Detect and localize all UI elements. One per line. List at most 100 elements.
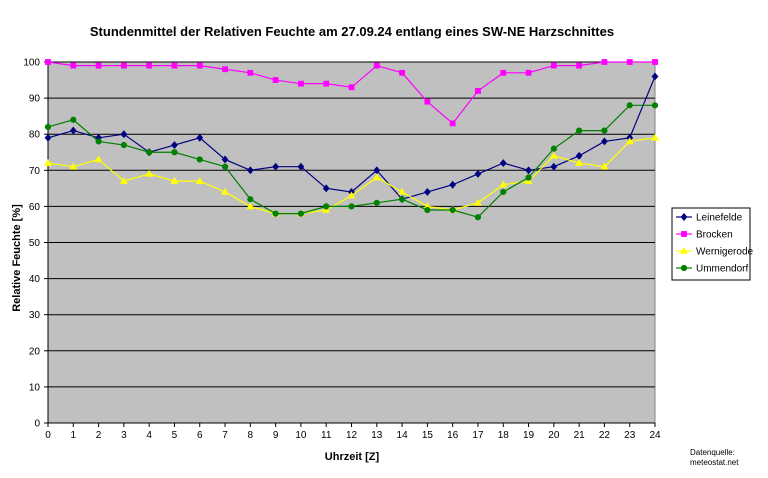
- x-tick-label: 15: [422, 430, 434, 441]
- data-point-wernigerode: [246, 202, 255, 210]
- data-point-ummendorf: [44, 123, 52, 131]
- y-tick-label: 30: [29, 310, 41, 321]
- data-point-wernigerode: [650, 133, 660, 141]
- data-point-ummendorf: [601, 127, 608, 134]
- legend-label: Ummendorf: [696, 264, 748, 275]
- data-point-brocken: [475, 87, 481, 94]
- y-tick-label: 60: [29, 202, 41, 213]
- series-ummendorf: [44, 102, 659, 221]
- data-point-ummendorf: [70, 116, 77, 123]
- data-point-brocken: [272, 77, 279, 83]
- legend-item-leinefelde: Leinefelde: [676, 213, 743, 224]
- data-point-leinefelde: [196, 133, 204, 142]
- legend-label: Leinefelde: [696, 213, 743, 224]
- data-point-wernigerode: [322, 205, 331, 213]
- x-tick-label: 24: [649, 430, 661, 441]
- y-axis-label: Relative Feuchte [%]: [11, 204, 23, 312]
- data-point-wernigerode: [347, 191, 356, 199]
- data-point-leinefelde: [221, 155, 229, 164]
- x-tick-label: 19: [523, 430, 535, 441]
- data-point-ummendorf: [449, 206, 456, 214]
- x-tick-label: 3: [121, 430, 127, 441]
- data-point-leinefelde: [322, 184, 330, 193]
- x-tick-label: 6: [197, 430, 203, 441]
- data-point-leinefelde: [474, 169, 482, 178]
- data-point-ummendorf: [373, 199, 380, 206]
- data-point-brocken: [298, 80, 304, 87]
- data-point-brocken: [95, 62, 102, 69]
- data-point-leinefelde: [499, 159, 507, 168]
- data-point-wernigerode: [398, 187, 407, 195]
- data-point-brocken: [576, 62, 583, 69]
- y-tick-label: 10: [29, 382, 41, 393]
- series-layer: [43, 59, 660, 221]
- x-tick-label: 9: [273, 430, 279, 441]
- data-point-ummendorf: [272, 210, 279, 217]
- y-tick-label: 40: [29, 274, 41, 285]
- x-tick-label: 7: [222, 430, 228, 441]
- data-point-wernigerode: [549, 151, 558, 159]
- data-point-ummendorf: [398, 196, 406, 203]
- data-point-brocken: [146, 62, 153, 69]
- data-point-ummendorf: [525, 174, 532, 181]
- data-point-ummendorf: [196, 156, 203, 163]
- x-tick-label: 4: [146, 430, 152, 441]
- series-brocken: [45, 59, 658, 127]
- data-point-ummendorf: [323, 203, 330, 210]
- data-point-brocken: [550, 62, 557, 69]
- data-point-wernigerode: [43, 158, 53, 166]
- data-point-leinefelde: [449, 180, 457, 189]
- data-point-brocken: [373, 62, 380, 69]
- data-point-leinefelde: [120, 130, 128, 139]
- data-point-leinefelde: [44, 133, 52, 142]
- x-tick-label: 1: [71, 430, 77, 441]
- data-point-brocken: [601, 59, 608, 65]
- x-tick-label: 12: [346, 430, 358, 441]
- data-point-leinefelde: [246, 166, 254, 175]
- data-point-ummendorf: [651, 102, 659, 109]
- x-tick-label: 16: [447, 430, 459, 441]
- data-point-ummendorf: [247, 196, 254, 203]
- data-point-ummendorf: [474, 214, 482, 221]
- y-tick-label: 20: [29, 346, 41, 357]
- data-point-ummendorf: [500, 188, 507, 196]
- data-point-ummendorf: [297, 210, 305, 217]
- data-point-brocken: [247, 69, 254, 76]
- x-tick-label: 2: [96, 430, 102, 441]
- data-point-ummendorf: [221, 163, 229, 170]
- data-point-ummendorf: [550, 145, 557, 152]
- data-point-wernigerode: [69, 162, 78, 170]
- data-point-brocken: [424, 98, 431, 105]
- data-point-brocken: [323, 80, 330, 87]
- y-tick-label: 90: [29, 94, 41, 105]
- data-point-ummendorf: [626, 102, 633, 109]
- legend-item-wernigerode: Wernigerode: [676, 247, 754, 258]
- x-tick-label: 13: [371, 430, 383, 441]
- x-axis-ticks: 0 1 2 3 4 5 6 7 8 9 10 11 12 13 14 15 16 17 18 19 20 21 22 23 24: [45, 423, 661, 441]
- x-tick-label: 21: [574, 430, 586, 441]
- y-tick-label: 100: [23, 58, 40, 69]
- data-point-brocken: [525, 69, 532, 76]
- data-point-leinefelde: [550, 162, 558, 171]
- x-tick-label: 17: [472, 430, 484, 441]
- data-point-wernigerode: [499, 180, 508, 188]
- data-point-brocken: [70, 62, 77, 69]
- data-point-ummendorf: [348, 203, 355, 210]
- source-label: Datenquelle:: [690, 448, 735, 457]
- data-point-leinefelde: [651, 72, 659, 81]
- legend-label: Wernigerode: [696, 247, 754, 258]
- data-point-leinefelde: [601, 137, 608, 146]
- data-point-wernigerode: [524, 177, 533, 184]
- data-point-wernigerode: [94, 155, 103, 163]
- y-tick-label: 0: [34, 419, 40, 430]
- data-point-wernigerode: [625, 137, 634, 145]
- data-point-ummendorf: [424, 206, 431, 214]
- data-point-brocken: [196, 62, 203, 69]
- data-point-brocken: [171, 62, 178, 69]
- data-point-ummendorf: [120, 141, 127, 149]
- data-point-brocken: [348, 84, 355, 91]
- data-point-wernigerode: [119, 177, 128, 184]
- data-point-brocken: [626, 59, 633, 65]
- data-point-brocken: [399, 69, 405, 76]
